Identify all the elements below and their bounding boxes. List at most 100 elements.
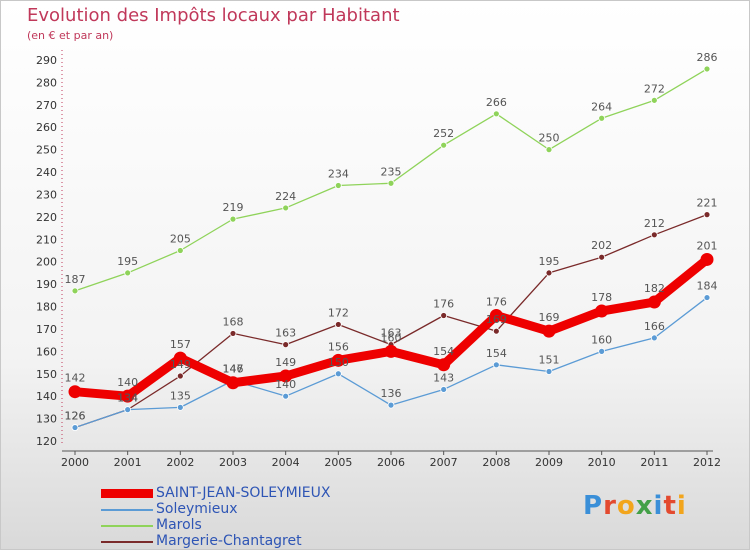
legend-label: Margerie-Chantagret [156, 533, 302, 549]
point-margerie-chantagret [545, 269, 553, 277]
point-marols [598, 114, 606, 122]
data-label-marols: 266 [486, 96, 507, 109]
proxiti-logo: Proxiti [583, 491, 687, 521]
x-tick-label: 2001 [114, 456, 142, 469]
data-label-soleymieux: 166 [644, 320, 665, 333]
y-tick-label: 170 [36, 323, 57, 336]
data-labels-layer: 187 195 205 219 224 234 235 252 266 250 264 272 286 1… [65, 51, 718, 423]
point-saint-jean-soleymieux [437, 358, 451, 372]
data-label-margerie-chantagret: 149 [170, 358, 191, 371]
point-saint-jean-soleymieux [489, 308, 503, 322]
data-label-soleymieux: 160 [591, 333, 612, 346]
y-tick-label: 160 [36, 345, 57, 358]
point-saint-jean-soleymieux [121, 389, 135, 403]
x-tick-label: 2002 [166, 456, 194, 469]
point-margerie-chantagret [598, 253, 606, 261]
point-soleymieux [124, 406, 132, 414]
data-label-saint-jean-soleymieux: 160 [381, 331, 402, 344]
point-marols [176, 247, 184, 254]
y-tick-label: 200 [36, 256, 57, 269]
point-soleymieux [650, 334, 658, 342]
data-label-marols: 187 [65, 273, 86, 286]
y-tick-label: 240 [36, 166, 57, 179]
data-label-margerie-chantagret: 126 [65, 410, 86, 423]
legend-label: Marols [156, 517, 202, 533]
point-margerie-chantagret [703, 211, 711, 219]
point-saint-jean-soleymieux [331, 353, 345, 367]
data-label-saint-jean-soleymieux: 142 [65, 372, 86, 385]
data-label-marols: 250 [539, 132, 560, 145]
x-tick-label: 2010 [588, 456, 616, 469]
point-soleymieux [176, 403, 184, 411]
data-label-marols: 235 [381, 165, 402, 178]
data-label-saint-jean-soleymieux: 156 [328, 340, 349, 353]
x-tick-label: 2012 [693, 456, 721, 469]
data-label-saint-jean-soleymieux: 154 [433, 345, 454, 358]
y-tick-label: 270 [36, 99, 57, 112]
data-label-saint-jean-soleymieux: 178 [591, 291, 612, 304]
point-saint-jean-soleymieux [542, 324, 556, 338]
point-soleymieux [282, 392, 290, 400]
data-label-saint-jean-soleymieux: 176 [486, 295, 507, 308]
y-tick-label: 120 [36, 435, 57, 448]
data-label-soleymieux: 134 [117, 392, 138, 405]
point-margerie-chantagret [334, 321, 342, 328]
data-label-soleymieux: 154 [486, 347, 507, 360]
data-label-margerie-chantagret: 163 [275, 327, 296, 340]
point-marols [650, 96, 658, 104]
series-layer [68, 65, 714, 431]
point-margerie-chantagret [440, 312, 448, 319]
point-saint-jean-soleymieux [700, 252, 714, 266]
point-soleymieux [71, 424, 79, 431]
data-label-marols: 219 [223, 201, 244, 214]
point-saint-jean-soleymieux [226, 376, 240, 390]
y-tick-label: 230 [36, 188, 57, 201]
y-tick-label: 250 [36, 144, 57, 157]
point-saint-jean-soleymieux [279, 369, 293, 383]
point-margerie-chantagret [492, 327, 500, 335]
point-margerie-chantagret [282, 341, 290, 349]
point-soleymieux [598, 347, 606, 355]
point-margerie-chantagret [229, 330, 237, 337]
y-tick-label: 180 [36, 301, 57, 314]
data-label-margerie-chantagret: 169 [486, 313, 507, 326]
data-label-soleymieux: 150 [328, 356, 349, 369]
point-marols [71, 287, 79, 295]
x-tick-label: 2003 [219, 456, 247, 469]
data-label-saint-jean-soleymieux: 182 [644, 282, 665, 295]
chart-title: Evolution des Impôts locaux par Habitant [27, 5, 400, 26]
point-marols [282, 204, 290, 212]
legend-swatch [101, 489, 153, 498]
point-saint-jean-soleymieux [384, 344, 398, 358]
data-label-saint-jean-soleymieux: 149 [275, 356, 296, 369]
point-marols [387, 179, 395, 187]
x-tick-label: 2006 [377, 456, 405, 469]
legend-swatch [101, 541, 153, 543]
point-saint-jean-soleymieux [647, 295, 661, 309]
data-label-marols: 205 [170, 233, 191, 246]
data-label-saint-jean-soleymieux: 169 [539, 311, 560, 324]
data-label-margerie-chantagret: 163 [381, 327, 402, 340]
data-label-saint-jean-soleymieux: 140 [117, 376, 138, 389]
data-label-soleymieux: 135 [170, 389, 191, 402]
data-label-marols: 195 [117, 255, 138, 268]
y-tick-label: 220 [36, 211, 57, 224]
data-label-soleymieux: 136 [381, 387, 402, 400]
chart-subtitle: (en € et par an) [27, 29, 114, 42]
data-label-margerie-chantagret: 195 [539, 255, 560, 268]
point-marols [124, 269, 132, 277]
data-label-marols: 252 [433, 127, 454, 140]
data-label-marols: 272 [644, 82, 665, 95]
y-tick-label: 280 [36, 76, 57, 89]
data-label-marols: 234 [328, 168, 349, 181]
legend-swatch [101, 525, 153, 527]
x-tick-label: 2011 [640, 456, 668, 469]
data-label-marols: 286 [697, 51, 718, 64]
y-tick-label: 290 [36, 54, 57, 67]
data-label-margerie-chantagret: 221 [697, 197, 718, 210]
point-marols [334, 182, 342, 189]
legend-label: Soleymieux [156, 501, 238, 517]
point-marols [440, 141, 448, 149]
point-soleymieux [387, 401, 395, 409]
data-label-soleymieux: 184 [697, 280, 718, 293]
